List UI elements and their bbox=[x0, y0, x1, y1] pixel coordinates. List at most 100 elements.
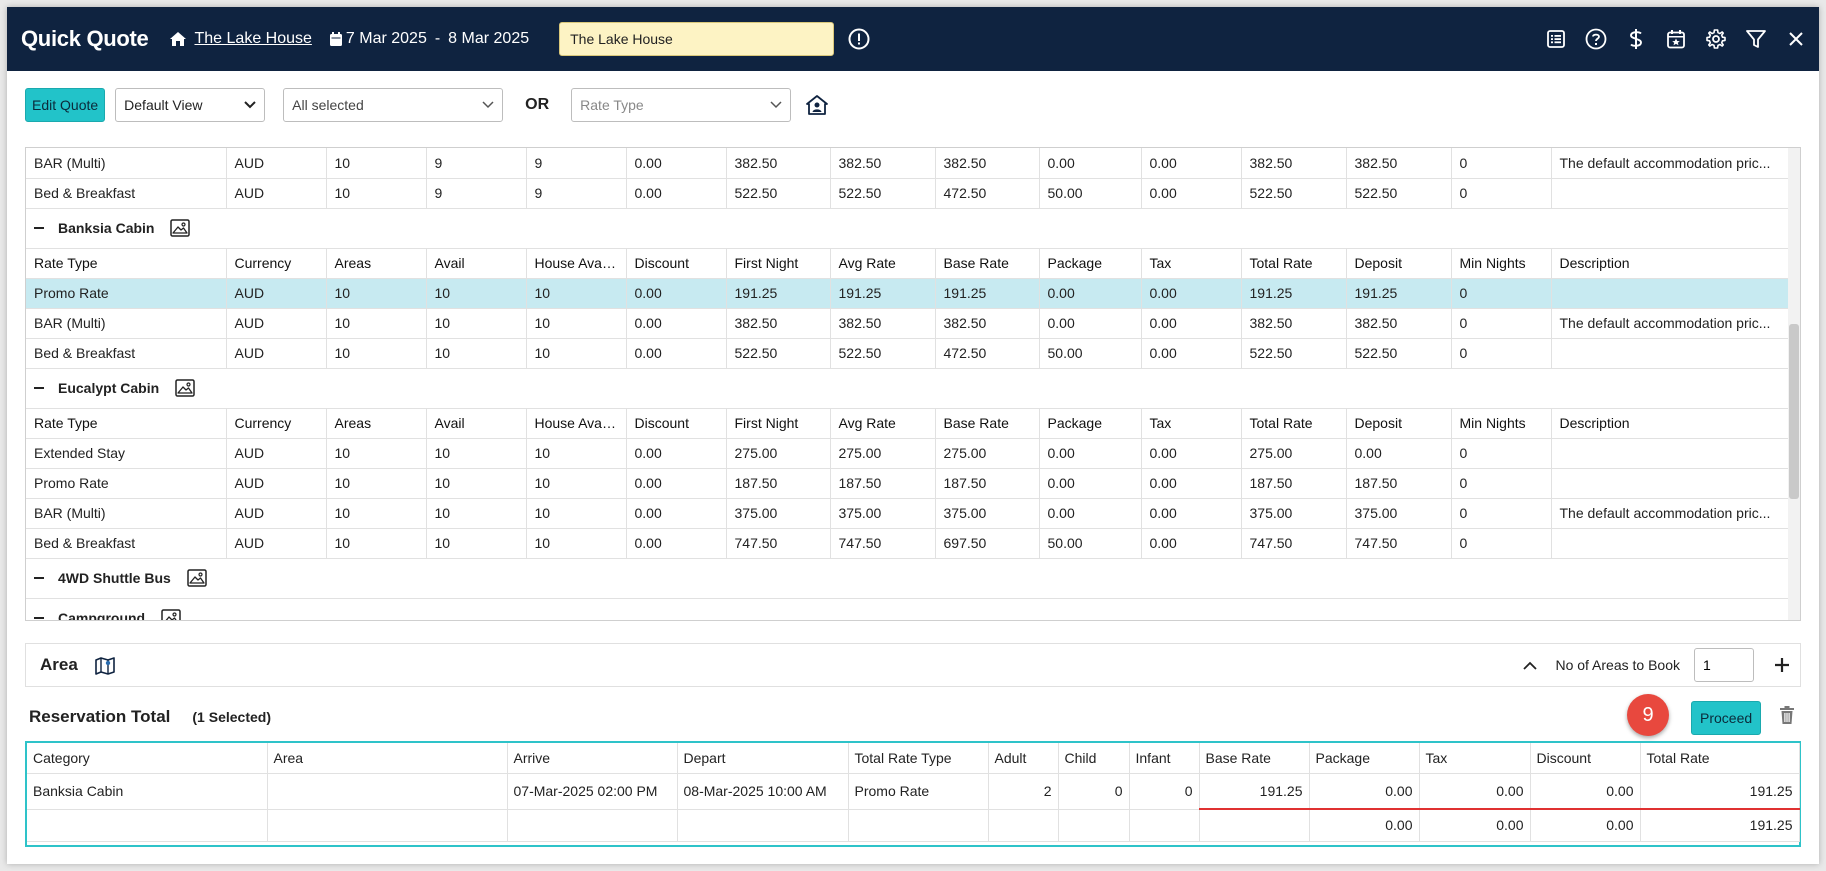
or-label: OR bbox=[525, 96, 550, 113]
edit-quote-button[interactable]: Edit Quote bbox=[25, 88, 106, 122]
cell: 0.00 bbox=[1141, 438, 1242, 469]
cell bbox=[988, 809, 1059, 842]
cell: Package bbox=[1039, 248, 1142, 279]
column-header-row[interactable]: Rate Type Currency Areas Avail House Avail..… bbox=[26, 408, 1791, 439]
collapse-icon[interactable] bbox=[34, 577, 44, 579]
help-icon[interactable] bbox=[1585, 28, 1607, 50]
cell: Rate Type bbox=[26, 408, 227, 439]
cell: 382.50 bbox=[830, 148, 936, 179]
cell: 0.00 bbox=[1141, 498, 1242, 529]
chevron-down-icon bbox=[770, 101, 782, 109]
rate-row[interactable]: BAR (Multi) AUD 10 10 10 0.00 382.50 382.50 382.… bbox=[26, 308, 1791, 339]
image-icon[interactable] bbox=[175, 379, 195, 397]
rate-row[interactable]: Bed & Breakfast AUD 10 9 9 0.00 522.50 522.50 47… bbox=[26, 178, 1791, 209]
reservation-row[interactable]: Banksia Cabin 07-Mar-2025 02:00 PM 08-Mar-… bbox=[27, 773, 1800, 810]
reservation-header-row[interactable]: Category Area Arrive Depart Total Rate Type A… bbox=[27, 743, 1800, 774]
rate-row[interactable]: BAR (Multi) AUD 10 9 9 0.00 382.50 382.50 382.50… bbox=[26, 148, 1791, 179]
date-to: 8 Mar 2025 bbox=[448, 30, 530, 47]
cell: 10 bbox=[326, 528, 427, 559]
cell: 522.50 bbox=[830, 178, 936, 209]
cell: 275.00 bbox=[935, 438, 1040, 469]
collapse-icon[interactable] bbox=[34, 617, 44, 619]
cell: AUD bbox=[226, 308, 327, 339]
gear-icon[interactable] bbox=[1705, 28, 1727, 50]
category-header: Banksia Cabin bbox=[34, 219, 1782, 237]
chevron-up-icon[interactable] bbox=[1523, 661, 1538, 670]
cell: Deposit bbox=[1346, 408, 1452, 439]
alert-icon[interactable] bbox=[848, 28, 870, 50]
cell: 522.50 bbox=[726, 338, 831, 369]
reservation-totals-row[interactable]: 0.00 0.00 0.00 191.25 bbox=[27, 809, 1800, 842]
cell: Arrive bbox=[507, 743, 678, 774]
cell: 382.50 bbox=[1241, 308, 1347, 339]
rate-row[interactable]: Bed & Breakfast AUD 10 10 10 0.00 522.50 522.50… bbox=[26, 338, 1791, 369]
property-name[interactable]: The Lake House bbox=[194, 30, 312, 47]
cell: 191.25 bbox=[1346, 278, 1452, 309]
rate-type-select[interactable]: Rate Type bbox=[571, 88, 792, 122]
grid-scrollbar[interactable] bbox=[1788, 148, 1800, 620]
cell: 50.00 bbox=[1039, 178, 1142, 209]
collapse-icon[interactable] bbox=[34, 387, 44, 389]
category-header: Eucalypt Cabin bbox=[34, 379, 1782, 397]
map-icon[interactable] bbox=[94, 655, 116, 675]
dollar-icon[interactable] bbox=[1625, 28, 1647, 50]
cell: 191.25 bbox=[1199, 773, 1310, 810]
rate-row[interactable]: Promo Rate AUD 10 10 10 0.00 187.50 187.50 187.5… bbox=[26, 468, 1791, 499]
image-icon[interactable] bbox=[161, 609, 181, 620]
cell: 0.00 bbox=[1039, 308, 1142, 339]
category-row[interactable]: Campground bbox=[26, 598, 1790, 621]
trash-icon[interactable] bbox=[1779, 705, 1795, 728]
rate-row[interactable]: Bed & Breakfast AUD 10 10 10 0.00 747.50 747.50… bbox=[26, 528, 1791, 559]
rate-row[interactable]: BAR (Multi) AUD 10 10 10 0.00 375.00 375.00 375.… bbox=[26, 498, 1791, 529]
cell: 08-Mar-2025 10:00 AM bbox=[677, 773, 849, 810]
category-row[interactable]: Eucalypt Cabin bbox=[26, 368, 1790, 409]
property-search-input[interactable] bbox=[559, 22, 835, 56]
areas-to-book-input[interactable] bbox=[1694, 648, 1754, 682]
cell: 10 bbox=[326, 308, 427, 339]
rate-row[interactable]: Promo Rate AUD 10 10 10 0.00 191.25 191.25 191.2… bbox=[26, 278, 1791, 309]
cell: Discount bbox=[626, 248, 727, 279]
image-icon[interactable] bbox=[187, 569, 207, 587]
cell: 0.00 bbox=[1039, 278, 1142, 309]
cell: 10 bbox=[326, 278, 427, 309]
grid-scroll-thumb[interactable] bbox=[1789, 324, 1799, 499]
rate-row[interactable]: Extended Stay AUD 10 10 10 0.00 275.00 275.00 27… bbox=[26, 438, 1791, 469]
calendar-star-icon[interactable] bbox=[1665, 28, 1687, 50]
cell: 2 bbox=[988, 773, 1059, 810]
category-row[interactable]: 4WD Shuttle Bus bbox=[26, 558, 1790, 599]
filter-icon[interactable] bbox=[1745, 28, 1767, 50]
cell: Total Rate bbox=[1640, 743, 1800, 774]
close-icon[interactable] bbox=[1785, 28, 1807, 50]
add-icon[interactable] bbox=[1774, 657, 1790, 673]
cell: 747.50 bbox=[830, 528, 936, 559]
cell: 382.50 bbox=[1241, 148, 1347, 179]
category-name: Campground bbox=[58, 610, 146, 621]
list-icon[interactable] bbox=[1545, 28, 1567, 50]
category-name: Banksia Cabin bbox=[58, 220, 155, 236]
cell: 0.00 bbox=[1039, 438, 1142, 469]
column-header-row[interactable]: Rate Type Currency Areas Avail House Avail..… bbox=[26, 248, 1791, 279]
cell: Depart bbox=[677, 743, 849, 774]
cell: 0 bbox=[1451, 308, 1552, 339]
home-person-icon[interactable] bbox=[805, 94, 829, 116]
view-select[interactable]: Default View bbox=[115, 88, 266, 122]
chevron-down-icon bbox=[482, 101, 494, 109]
category-select[interactable]: All selected bbox=[283, 88, 504, 122]
cell: 522.50 bbox=[1346, 178, 1452, 209]
cell: 0.00 bbox=[1530, 809, 1641, 842]
image-icon[interactable] bbox=[170, 219, 191, 237]
cell: Tax bbox=[1141, 408, 1242, 439]
cell bbox=[507, 809, 678, 842]
view-select-value: Default View bbox=[124, 97, 203, 113]
collapse-icon[interactable] bbox=[34, 227, 44, 229]
property-link[interactable]: The Lake House bbox=[169, 30, 312, 48]
cell: 0 bbox=[1451, 178, 1552, 209]
cell: 50.00 bbox=[1039, 338, 1142, 369]
cell: 0.00 bbox=[1141, 178, 1242, 209]
category-row[interactable]: Banksia Cabin bbox=[26, 208, 1790, 249]
rates-grid: BAR (Multi) AUD 10 9 9 0.00 382.50 382.50 382.50… bbox=[25, 147, 1801, 621]
rate-type-placeholder: Rate Type bbox=[580, 97, 644, 113]
proceed-button[interactable]: Proceed bbox=[1691, 701, 1762, 735]
cell: 10 bbox=[426, 308, 527, 339]
date-range[interactable]: 7 Mar 2025 - 8 Mar 2025 bbox=[329, 30, 530, 48]
